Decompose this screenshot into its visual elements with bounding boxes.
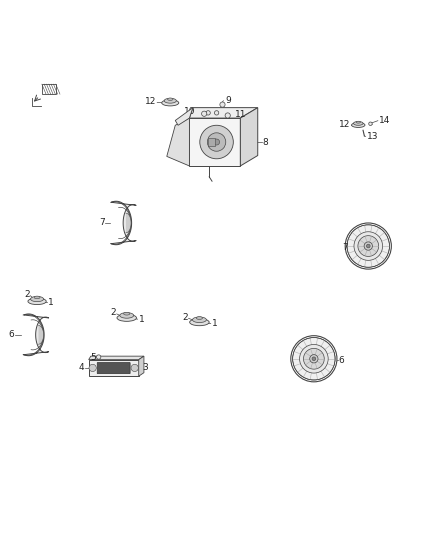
Circle shape [206, 111, 210, 115]
Text: 11: 11 [235, 110, 247, 119]
Text: 2: 2 [24, 290, 30, 300]
Ellipse shape [192, 317, 206, 322]
Polygon shape [139, 356, 144, 376]
Circle shape [300, 344, 328, 373]
Ellipse shape [34, 296, 40, 298]
Circle shape [312, 357, 316, 361]
Text: 6: 6 [338, 356, 344, 365]
Ellipse shape [196, 317, 202, 319]
Polygon shape [88, 356, 144, 360]
Circle shape [358, 236, 379, 256]
Circle shape [304, 349, 324, 369]
Ellipse shape [167, 98, 173, 100]
FancyBboxPatch shape [97, 362, 130, 374]
Ellipse shape [120, 313, 134, 318]
Ellipse shape [164, 98, 177, 103]
Polygon shape [39, 326, 43, 344]
Ellipse shape [31, 296, 44, 302]
Circle shape [225, 113, 230, 118]
Ellipse shape [28, 298, 46, 304]
Polygon shape [240, 108, 258, 166]
Text: 1: 1 [212, 319, 217, 328]
Circle shape [345, 223, 391, 269]
Circle shape [364, 242, 372, 250]
FancyBboxPatch shape [208, 138, 215, 146]
Circle shape [347, 225, 389, 267]
Ellipse shape [124, 312, 130, 315]
Circle shape [215, 111, 219, 115]
Text: 12: 12 [339, 120, 350, 129]
Text: 13: 13 [367, 132, 378, 141]
Text: 9: 9 [225, 96, 231, 105]
Circle shape [310, 354, 318, 363]
Polygon shape [126, 213, 131, 233]
Text: 14: 14 [379, 116, 390, 125]
Circle shape [207, 133, 226, 151]
Circle shape [201, 111, 207, 116]
FancyBboxPatch shape [42, 84, 56, 94]
Text: 5: 5 [91, 353, 96, 362]
FancyBboxPatch shape [189, 118, 240, 166]
Circle shape [200, 125, 233, 159]
Text: 2: 2 [182, 313, 187, 322]
Circle shape [354, 232, 382, 260]
Text: 7: 7 [343, 243, 348, 252]
Circle shape [220, 102, 225, 107]
FancyBboxPatch shape [88, 360, 139, 376]
Text: 4: 4 [78, 364, 84, 373]
Polygon shape [189, 108, 258, 118]
Circle shape [214, 139, 219, 145]
Circle shape [89, 364, 96, 372]
Polygon shape [167, 118, 189, 166]
Text: 3: 3 [142, 364, 148, 373]
Circle shape [291, 336, 337, 382]
Circle shape [131, 364, 138, 372]
Text: 6: 6 [9, 330, 14, 340]
Circle shape [96, 355, 101, 359]
Ellipse shape [162, 100, 179, 106]
Polygon shape [111, 201, 136, 245]
Polygon shape [175, 108, 193, 125]
Ellipse shape [190, 319, 209, 326]
Circle shape [367, 244, 370, 248]
Text: 12: 12 [145, 98, 156, 107]
Polygon shape [24, 314, 49, 356]
Text: 1: 1 [138, 315, 144, 324]
Text: 2: 2 [110, 308, 116, 317]
Ellipse shape [356, 121, 360, 123]
Text: 7: 7 [99, 218, 105, 227]
Text: 10: 10 [184, 108, 196, 117]
Circle shape [293, 337, 335, 380]
Text: 1: 1 [48, 298, 54, 306]
Ellipse shape [352, 123, 365, 127]
Text: 8: 8 [262, 138, 268, 147]
Ellipse shape [117, 314, 137, 321]
Ellipse shape [353, 122, 363, 125]
Circle shape [369, 122, 372, 125]
